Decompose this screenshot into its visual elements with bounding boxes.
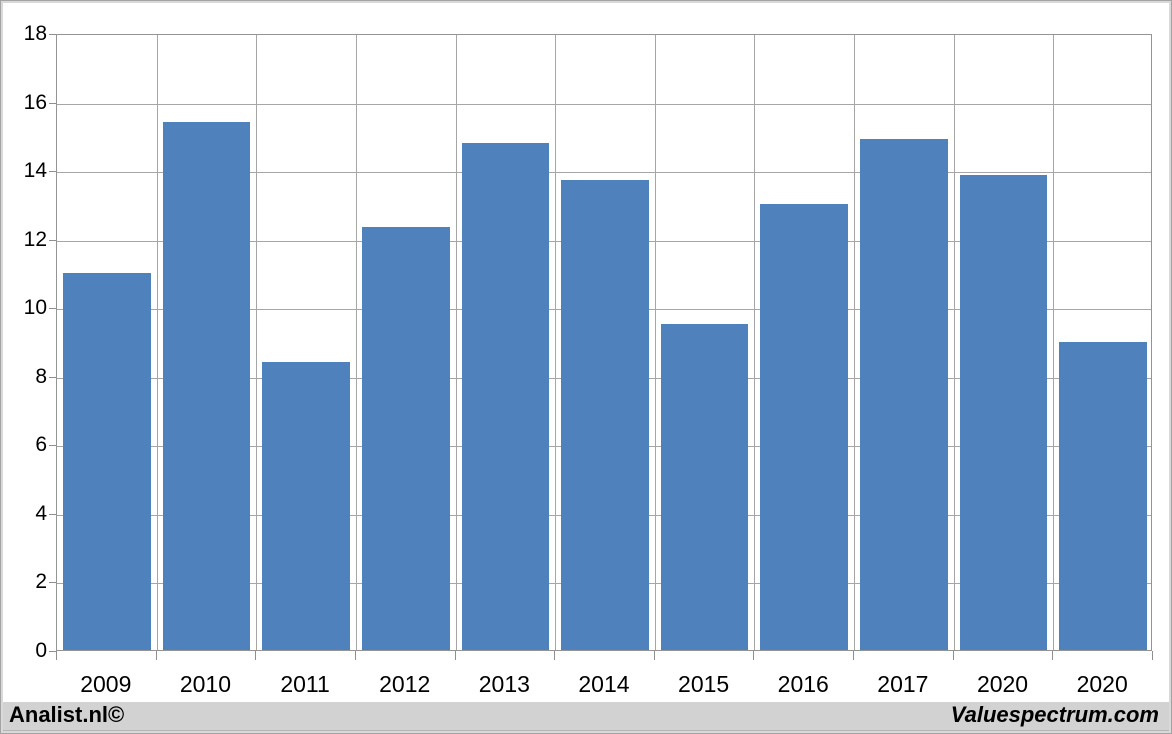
- chart-canvas: Analist.nl© Valuespectrum.com 0 2 4 6 8 10 12 1…: [3, 3, 1169, 731]
- bar: [959, 175, 1048, 650]
- y-axis-tick: [49, 445, 56, 447]
- x-axis-label: 2015: [678, 671, 730, 697]
- x-axis-label: 2014: [578, 671, 630, 697]
- x-axis-tick: [653, 651, 655, 660]
- y-axis-label: 6: [35, 433, 47, 457]
- y-axis-tick: [49, 376, 56, 378]
- bar: [561, 180, 649, 650]
- bar: [860, 139, 948, 650]
- gridline-vertical: [854, 35, 856, 650]
- y-axis-tick: [49, 34, 56, 35]
- footer-bar: Analist.nl© Valuespectrum.com: [3, 702, 1169, 731]
- y-axis-label: 8: [35, 364, 47, 388]
- gridline-vertical: [256, 35, 258, 650]
- gridline-vertical: [654, 35, 656, 650]
- bar: [63, 272, 151, 650]
- x-axis-tick: [155, 651, 157, 660]
- gridline-horizontal: [57, 172, 1151, 174]
- y-axis-label: 12: [23, 227, 47, 251]
- brand-valuespectrum: Valuespectrum.com: [950, 702, 1159, 727]
- x-axis-label: 2012: [379, 671, 431, 697]
- x-axis-label: 2020: [1076, 671, 1128, 697]
- y-axis-tick: [49, 171, 56, 173]
- y-axis-label: 4: [35, 501, 47, 525]
- plot-area: [56, 34, 1152, 651]
- gridline-vertical: [1053, 35, 1055, 650]
- y-axis-label: 16: [23, 90, 47, 114]
- bar: [1059, 341, 1147, 650]
- y-axis-label: 10: [23, 296, 47, 320]
- y-axis-label: 18: [23, 22, 47, 45]
- x-axis-tick: [554, 651, 556, 660]
- x-axis-tick: [255, 651, 257, 660]
- bar: [361, 226, 450, 650]
- gridline-vertical: [455, 35, 457, 650]
- x-axis-label: 2017: [877, 671, 929, 697]
- bar: [760, 204, 849, 650]
- bar: [660, 324, 749, 650]
- x-axis-tick: [952, 651, 954, 660]
- x-axis-label: 2016: [777, 671, 829, 697]
- gridline-vertical: [754, 35, 756, 650]
- x-axis-tick: [1052, 651, 1054, 660]
- x-axis-label: 2009: [80, 671, 132, 697]
- bar: [461, 142, 550, 650]
- x-axis-label: 2011: [280, 671, 330, 697]
- x-axis-tick: [853, 651, 855, 660]
- x-axis-tick: [1152, 651, 1153, 660]
- gridline-vertical: [355, 35, 357, 650]
- x-axis-label: 2013: [478, 671, 530, 697]
- x-axis-tick: [753, 651, 755, 660]
- x-axis-tick: [454, 651, 456, 660]
- gridline-horizontal: [57, 103, 1151, 105]
- y-axis-tick: [49, 582, 56, 584]
- x-axis-tick: [56, 651, 57, 660]
- gridline-vertical: [156, 35, 158, 650]
- y-axis-tick: [49, 651, 56, 652]
- x-axis-tick: [354, 651, 356, 660]
- y-axis-tick: [49, 102, 56, 104]
- y-axis-label: 0: [35, 639, 47, 662]
- y-axis-label: 2: [35, 570, 47, 594]
- gridline-vertical: [555, 35, 557, 650]
- y-axis-tick: [49, 239, 56, 241]
- y-axis-label: 14: [23, 159, 47, 183]
- x-axis-label: 2020: [976, 671, 1029, 697]
- bar: [262, 362, 350, 650]
- gridline-vertical: [953, 35, 955, 650]
- brand-analist: Analist.nl©: [9, 702, 125, 727]
- x-axis-label: 2010: [179, 671, 232, 697]
- y-axis-tick: [49, 513, 56, 515]
- bar: [162, 122, 251, 650]
- y-axis-tick: [49, 308, 56, 310]
